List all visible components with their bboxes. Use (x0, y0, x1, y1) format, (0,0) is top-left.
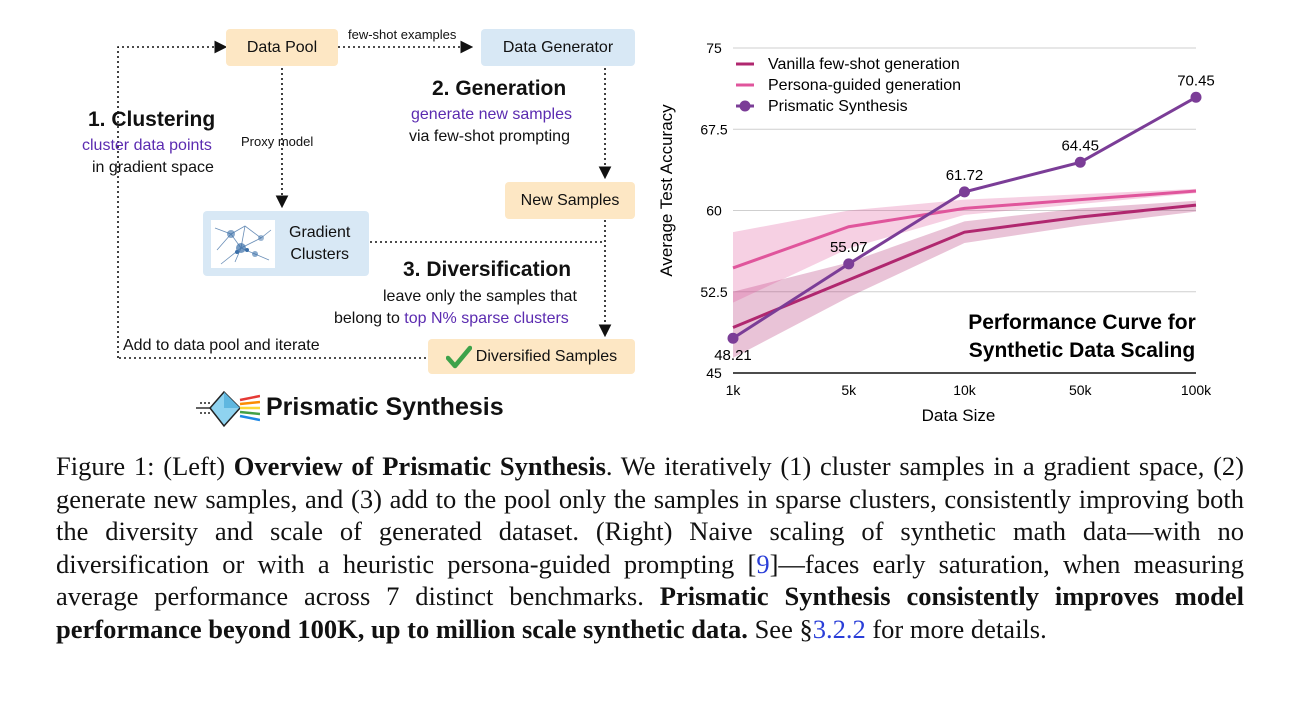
data-label: 48.21 (714, 347, 752, 364)
step2-line1: generate new samples (411, 106, 572, 123)
data-point (1074, 156, 1086, 168)
y-tick-label: 75 (706, 40, 722, 56)
series-line (732, 189, 1197, 270)
y-tick-label: 52.5 (700, 284, 727, 300)
step2-line2: via few-shot prompting (409, 128, 570, 145)
section-link[interactable]: 3.2.2 (812, 613, 866, 644)
check-icon (445, 345, 472, 368)
data-generator-box: Data Generator (481, 29, 635, 66)
prismatic-logo-text: Prismatic Synthesis (266, 393, 504, 421)
new-samples-box: New Samples (505, 182, 635, 219)
few-shot-label: few-shot examples (348, 27, 457, 42)
caption-bold-overview: Overview of Prismatic Synthesis (233, 451, 606, 481)
data-point (1190, 91, 1202, 103)
legend-marker (739, 100, 751, 112)
legend-label: Prismatic Synthesis (768, 98, 908, 115)
confidence-band (733, 188, 1196, 303)
figure-caption: Figure 1: (Left) Overview of Prismatic S… (56, 451, 1245, 644)
chart-title-line1: Performance Curve for (968, 311, 1196, 334)
diagram-connectors (117, 40, 612, 359)
data-point (843, 258, 855, 270)
data-pool-box: Data Pool (226, 29, 338, 66)
step3-line1: leave only the samples that (383, 288, 577, 305)
gradient-clusters-label: Gradient Clusters (289, 223, 351, 263)
legend-label: Persona-guided generation (768, 77, 961, 94)
data-label: 55.07 (830, 239, 868, 256)
loop-arrow (117, 40, 228, 358)
step3-line2: belong to top N% sparse clusters (334, 310, 569, 327)
step3-title: 3. Diversification (403, 258, 572, 281)
data-label: 70.45 (1177, 72, 1215, 89)
y-axis-label: Average Test Accuracy (657, 104, 676, 277)
prism-logo-icon (196, 390, 260, 428)
legend-label: Vanilla few-shot generation (768, 56, 960, 73)
y-tick-label: 45 (706, 365, 722, 381)
proxy-model-label: Proxy model (241, 134, 314, 149)
step2-title: 2. Generation (432, 77, 567, 100)
diversified-samples-box: Diversified Samples (428, 339, 635, 374)
add-to-pool-label: Add to data pool and iterate (123, 337, 320, 354)
data-label: 64.45 (1061, 137, 1099, 154)
x-tick-label: 5k (841, 382, 857, 398)
method-diagram: Data Pool few-shot examples Data Generat… (0, 0, 650, 440)
step1-title: 1. Clustering (88, 108, 216, 131)
step1-line1: cluster data points (82, 137, 212, 154)
series-line (732, 203, 1197, 329)
chart-canvas: 45 52.5 60 67.5 75 1k 5k 10k 50k 100k Data Size Ave… (657, 40, 1215, 425)
x-axis-label: Data Size (922, 406, 996, 425)
data-point (727, 332, 739, 344)
data-label: 61.72 (946, 167, 984, 184)
x-tick-label: 10k (953, 382, 977, 398)
step1-line2: in gradient space (92, 159, 214, 176)
data-point (959, 186, 970, 198)
y-tick-label: 60 (706, 203, 722, 219)
gradient-clusters-box: Gradient Clusters (203, 211, 369, 276)
x-tick-label: 50k (1069, 382, 1093, 398)
citation-link[interactable]: 9 (756, 548, 770, 579)
chart-title-line2: Synthetic Data Scaling (969, 339, 1195, 362)
x-tick-label: 100k (1181, 382, 1212, 398)
cluster-graph-icon (211, 219, 275, 268)
y-tick-label: 67.5 (700, 121, 727, 137)
performance-chart: 45 52.5 60 67.5 75 1k 5k 10k 50k 100k Data Size Ave… (650, 0, 1298, 440)
caption-bold-claim: Prismatic Synthesis consistently improve… (56, 581, 1244, 644)
x-tick-label: 1k (726, 382, 742, 398)
